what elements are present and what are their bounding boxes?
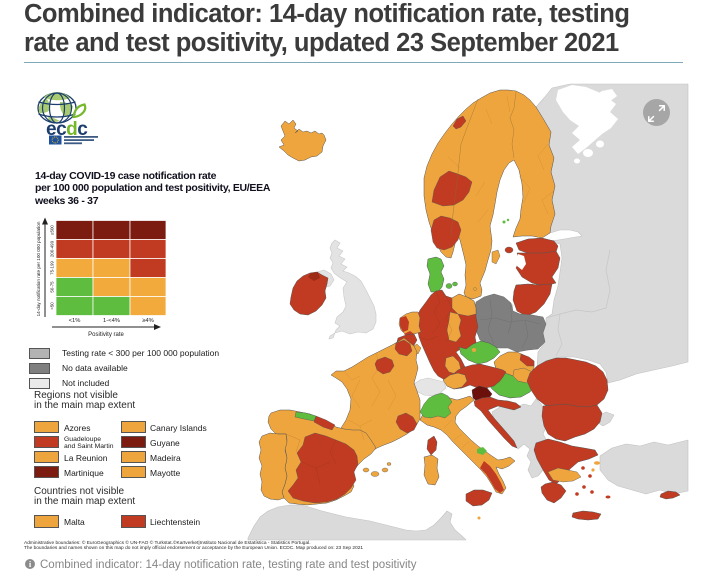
svg-text:200-499: 200-499 bbox=[50, 240, 55, 257]
svg-text:ecdc: ecdc bbox=[46, 119, 88, 140]
svg-text:14-day notification rate per 1: 14-day notification rate per 100 000 pop… bbox=[36, 221, 41, 316]
svg-text:<1%: <1% bbox=[69, 318, 81, 324]
svg-text:1-<4%: 1-<4% bbox=[103, 318, 120, 324]
svg-text:≥4%: ≥4% bbox=[142, 318, 154, 324]
svg-text:Positivity rate: Positivity rate bbox=[88, 332, 124, 338]
svg-text:<50: <50 bbox=[50, 302, 55, 310]
svg-text:75-199: 75-199 bbox=[50, 261, 55, 275]
svg-text:50-75: 50-75 bbox=[50, 281, 55, 293]
svg-text:≥500: ≥500 bbox=[50, 225, 55, 235]
